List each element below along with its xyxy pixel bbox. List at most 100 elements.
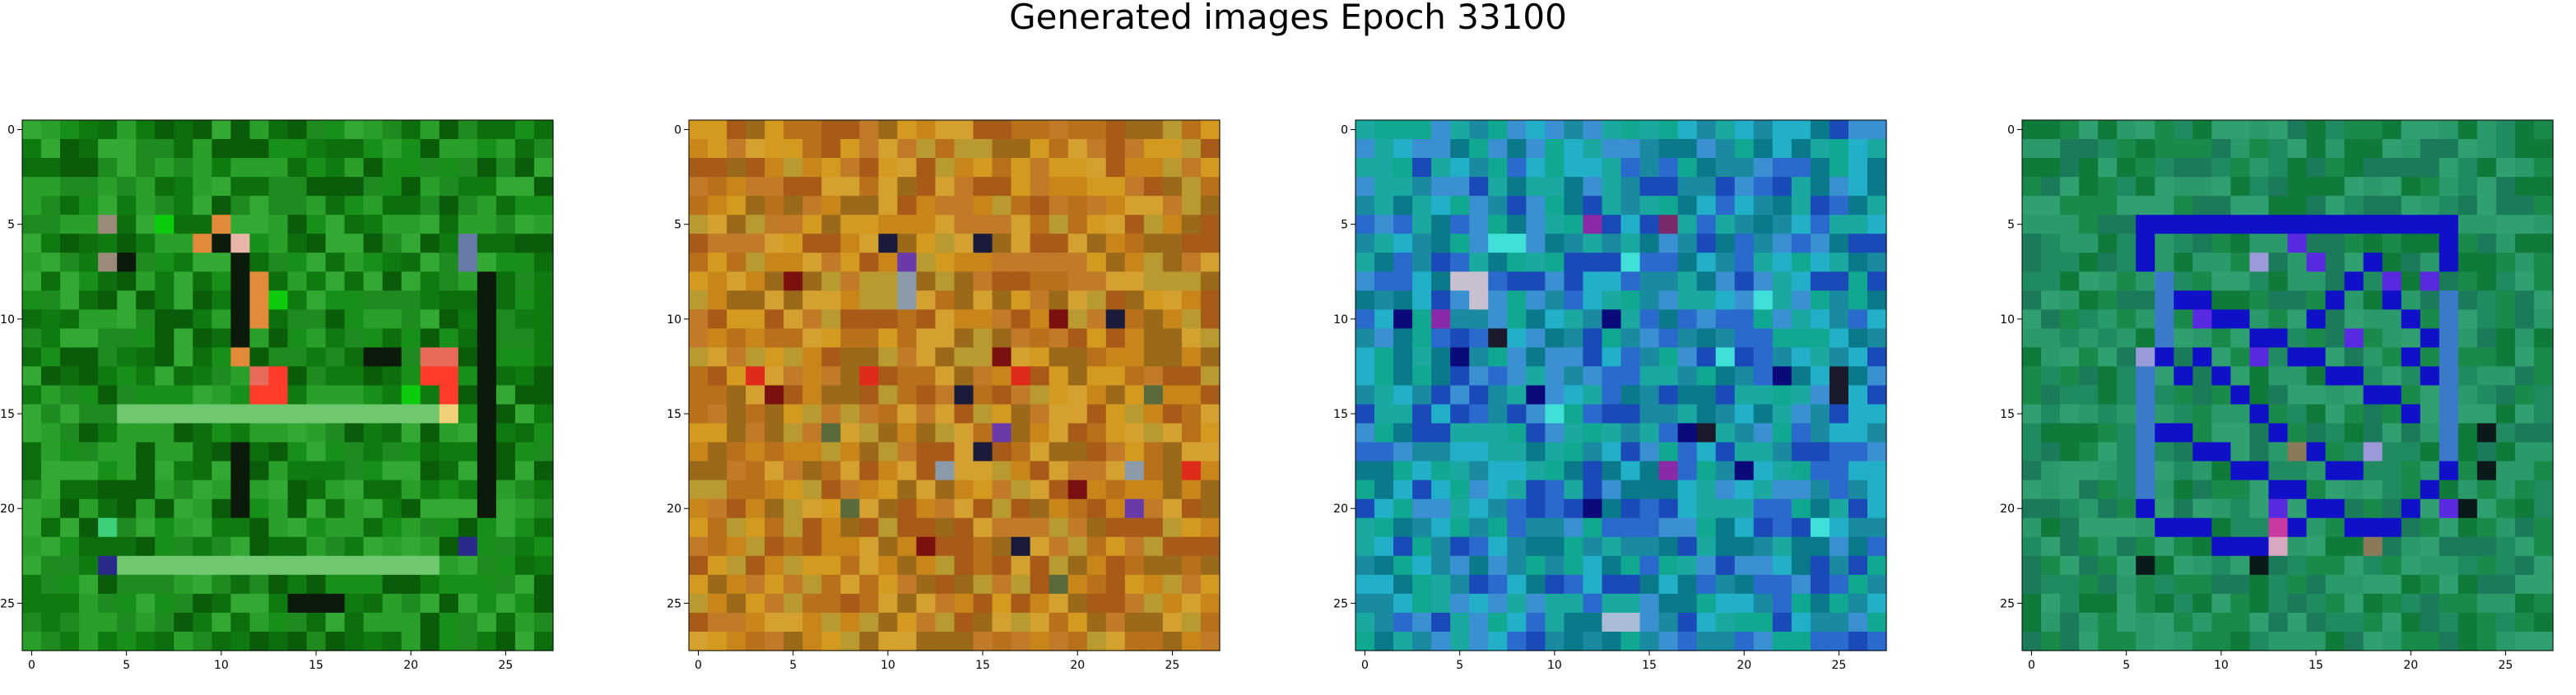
pixel-cell <box>1143 498 1164 519</box>
pixel-cell <box>22 461 42 481</box>
pixel-cell <box>935 536 956 557</box>
pixel-cell <box>1469 536 1489 557</box>
pixel-cell <box>1431 253 1451 272</box>
pixel-cell <box>1200 461 1221 481</box>
pixel-cell <box>2192 517 2212 538</box>
pixel-cell <box>268 536 289 557</box>
pixel-cell <box>689 309 709 329</box>
pixel-cell <box>1810 593 1830 614</box>
pixel-cell <box>2098 234 2118 253</box>
pixel-cell <box>287 196 308 215</box>
pixel-cell <box>1431 498 1451 519</box>
pixel-cell <box>2533 290 2554 310</box>
pixel-cell <box>382 517 402 538</box>
y-tick-label: 0 <box>7 124 15 137</box>
pixel-cell <box>1677 139 1698 159</box>
pixel-cell <box>954 139 974 159</box>
pixel-cell <box>1602 271 1622 291</box>
pixel-cell <box>802 442 822 462</box>
pixel-cell <box>155 120 174 140</box>
pixel-cell <box>420 555 440 576</box>
pixel-cell <box>1658 196 1679 215</box>
pixel-cell <box>2514 631 2535 651</box>
pixel-cell <box>306 309 327 329</box>
pixel-cell <box>1124 271 1145 291</box>
pixel-cell <box>746 574 765 595</box>
pixel-cell <box>2098 461 2118 481</box>
pixel-cell <box>1658 498 1679 519</box>
pixel-cell <box>136 234 156 253</box>
pixel-cell <box>2382 309 2402 329</box>
pixel-cell <box>514 631 535 651</box>
pixel-cell <box>1526 480 1546 500</box>
pixel-cell <box>22 158 42 178</box>
pixel-cell <box>2268 593 2289 614</box>
pixel-cell <box>1602 177 1622 197</box>
pixel-cell <box>382 555 402 576</box>
pixel-cell <box>2079 158 2099 178</box>
pixel-cell <box>458 423 478 443</box>
pixel-cell <box>249 366 270 387</box>
pixel-cell <box>1143 253 1164 272</box>
y-tick-label: 25 <box>2000 597 2015 610</box>
pixel-cell <box>1124 404 1145 424</box>
pixel-cell <box>2495 574 2516 595</box>
pixel-cell <box>1086 215 1107 234</box>
pixel-cell <box>1162 631 1183 651</box>
pixel-cell <box>1105 139 1126 159</box>
pixel-cell <box>1105 385 1126 405</box>
pixel-cell <box>916 574 937 595</box>
pixel-cell <box>2363 536 2383 557</box>
pixel-cell <box>1030 177 1050 197</box>
pixel-cell <box>1488 631 1508 651</box>
pixel-cell <box>878 593 898 614</box>
pixel-cell <box>1143 328 1164 349</box>
pixel-cell <box>746 309 765 329</box>
pixel-cell <box>325 498 346 519</box>
pixel-cell <box>230 385 251 405</box>
pixel-cell <box>1564 177 1584 197</box>
pixel-cell <box>2306 631 2327 651</box>
pixel-cell <box>1488 385 1508 405</box>
pixel-cell <box>1393 385 1413 405</box>
pixel-cell <box>1753 139 1774 159</box>
pixel-cell <box>2174 271 2193 291</box>
pixel-cell <box>2382 555 2402 576</box>
pixel-cell <box>1011 574 1031 595</box>
pixel-cell <box>2249 347 2270 368</box>
pixel-cell <box>1412 404 1432 424</box>
pixel-cell <box>935 347 956 368</box>
pixel-cell <box>2325 215 2346 234</box>
pixel-cell <box>1715 517 1736 538</box>
pixel-cell <box>1355 120 1375 140</box>
pixel-cell <box>2533 253 2554 272</box>
pixel-cell <box>1181 177 1202 197</box>
pixel-cell <box>954 555 974 576</box>
pixel-cell <box>2230 498 2251 519</box>
pixel-cell <box>533 234 554 253</box>
pixel-cell <box>1393 480 1413 500</box>
pixel-cell <box>174 385 193 405</box>
pixel-cell <box>1545 139 1565 159</box>
pixel-cell <box>1374 631 1394 651</box>
pixel-cell <box>325 196 346 215</box>
pixel-cell <box>1602 347 1622 368</box>
pixel-cell <box>382 612 402 632</box>
pixel-cell <box>1526 290 1546 310</box>
pixel-cell <box>878 498 898 519</box>
pixel-cell <box>1753 120 1774 140</box>
pixel-cell <box>230 442 251 462</box>
pixel-cell <box>2363 177 2383 197</box>
pixel-cell <box>2401 328 2421 349</box>
pixel-cell <box>306 215 327 234</box>
pixel-cell <box>382 234 402 253</box>
pixel-cell <box>1867 309 1887 329</box>
pixel-cell <box>1374 442 1394 462</box>
pixel-cell <box>727 158 746 178</box>
pixel-cell <box>1545 574 1565 595</box>
pixel-cell <box>98 196 118 215</box>
pixel-cell <box>249 404 270 424</box>
pixel-cell <box>1011 158 1031 178</box>
pixel-cell <box>2439 366 2459 387</box>
pixel-cell <box>514 612 535 632</box>
